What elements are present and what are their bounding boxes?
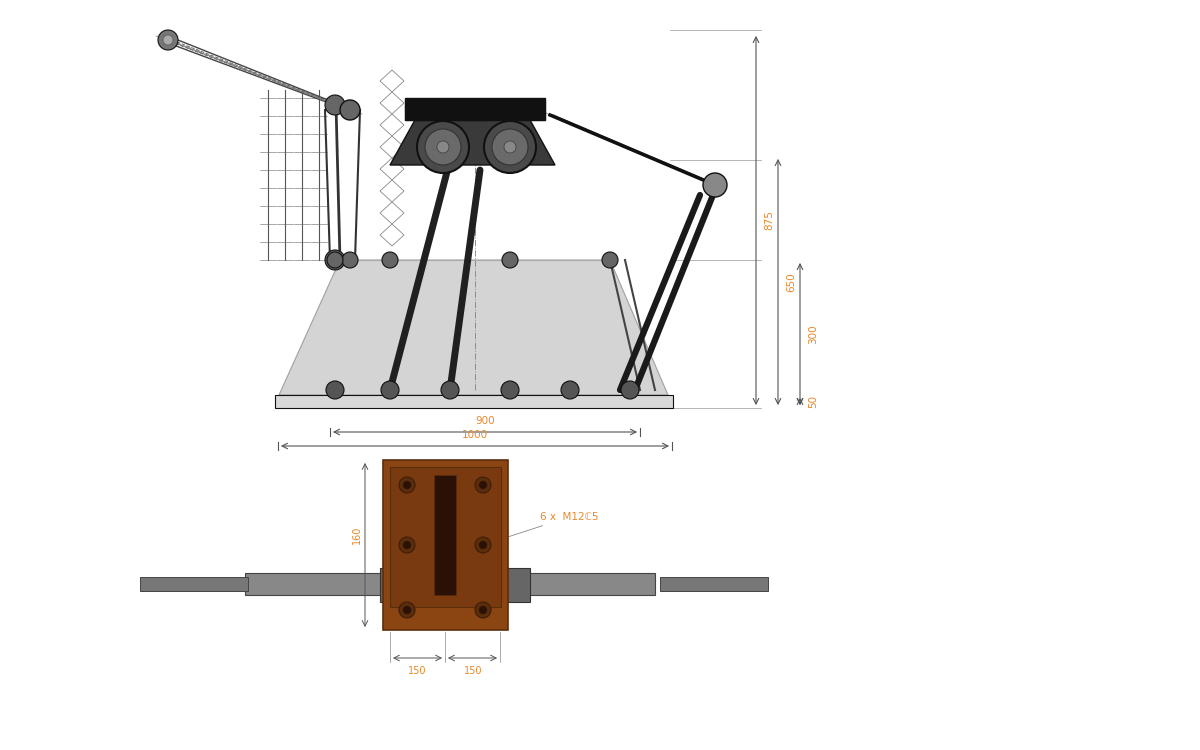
Circle shape: [340, 100, 360, 120]
Circle shape: [602, 252, 618, 268]
Bar: [245, 573, 655, 595]
Circle shape: [403, 481, 410, 489]
Circle shape: [418, 121, 469, 173]
Circle shape: [163, 35, 173, 45]
Circle shape: [326, 252, 343, 268]
Circle shape: [437, 141, 449, 153]
Circle shape: [475, 477, 491, 493]
Circle shape: [703, 173, 727, 197]
Circle shape: [502, 381, 520, 399]
Circle shape: [326, 381, 344, 399]
Circle shape: [622, 381, 640, 399]
Circle shape: [442, 381, 458, 399]
Text: 6 x  M12ℂ5: 6 x M12ℂ5: [486, 512, 599, 544]
Text: 900: 900: [475, 416, 494, 426]
Polygon shape: [406, 100, 545, 120]
Circle shape: [382, 381, 398, 399]
Circle shape: [492, 129, 528, 165]
Circle shape: [479, 541, 487, 549]
Circle shape: [403, 606, 410, 614]
Text: 50: 50: [808, 395, 818, 408]
Circle shape: [382, 252, 398, 268]
Circle shape: [479, 606, 487, 614]
Bar: [660, 577, 768, 591]
Text: 650: 650: [786, 272, 796, 292]
Circle shape: [158, 30, 178, 50]
Polygon shape: [390, 120, 554, 165]
Polygon shape: [275, 395, 673, 408]
Circle shape: [484, 121, 536, 173]
Circle shape: [398, 537, 415, 553]
Circle shape: [403, 541, 410, 549]
Circle shape: [502, 252, 518, 268]
Bar: [140, 577, 248, 591]
Circle shape: [398, 477, 415, 493]
Text: 150: 150: [408, 666, 426, 676]
Text: 150: 150: [463, 666, 482, 676]
Bar: [434, 475, 456, 595]
Circle shape: [504, 141, 516, 153]
Bar: [380, 568, 530, 602]
Bar: [406, 98, 545, 120]
Circle shape: [342, 252, 358, 268]
Circle shape: [475, 537, 491, 553]
Polygon shape: [278, 260, 668, 395]
Text: 300: 300: [808, 324, 818, 344]
Text: 875: 875: [764, 211, 774, 230]
Circle shape: [475, 602, 491, 618]
Circle shape: [398, 602, 415, 618]
Circle shape: [479, 481, 487, 489]
Circle shape: [562, 381, 580, 399]
Text: 1000: 1000: [462, 430, 488, 440]
Text: 160: 160: [352, 526, 362, 544]
Bar: [390, 467, 502, 607]
Circle shape: [325, 95, 346, 115]
Bar: [383, 460, 508, 630]
Circle shape: [325, 250, 346, 270]
Circle shape: [425, 129, 461, 165]
